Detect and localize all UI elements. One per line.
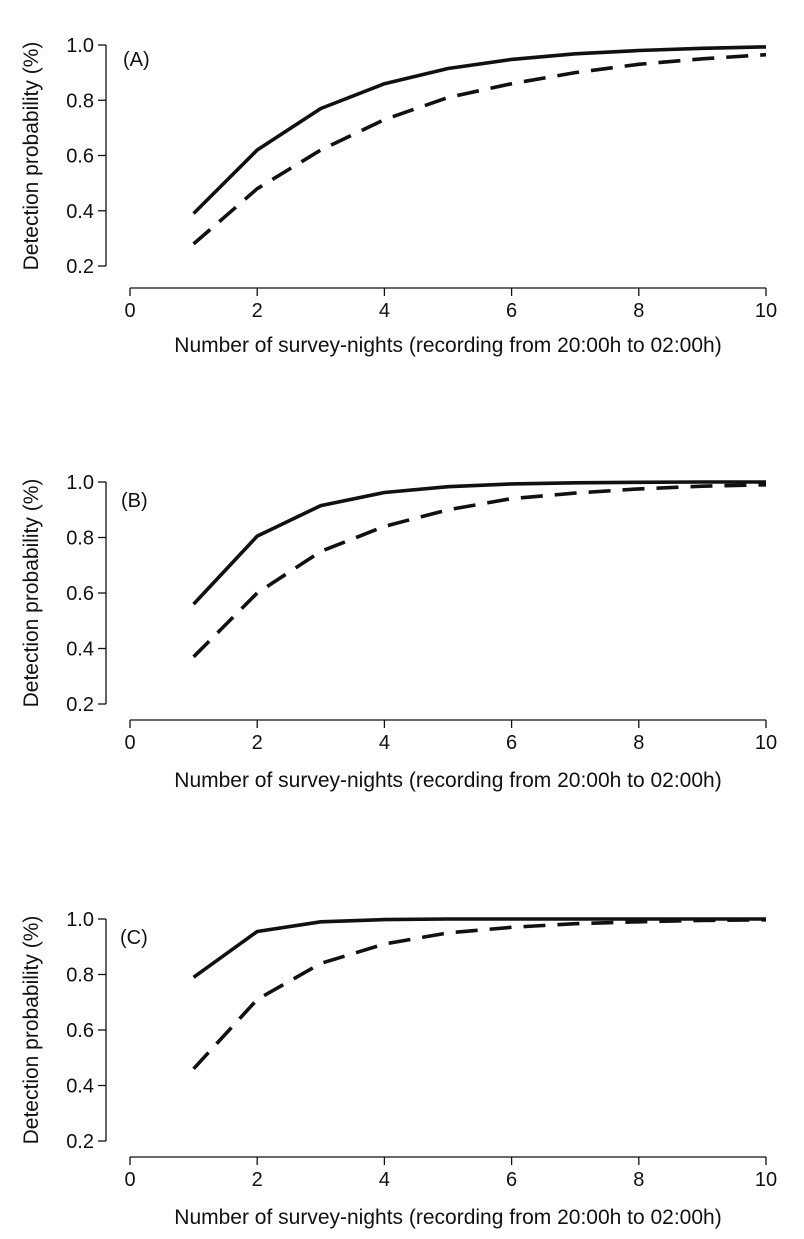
- y-tick-label: 0.4: [66, 1076, 94, 1098]
- dashed-series-line: [192, 52, 767, 246]
- solid-series-line: [192, 917, 766, 979]
- x-tick-label: 4: [379, 300, 390, 322]
- x-tick-label: 4: [379, 1169, 390, 1191]
- y-axis-title: Detection probability (%): [20, 42, 43, 271]
- x-tick-label: 10: [755, 732, 777, 754]
- y-tick-label: 0.8: [66, 965, 94, 987]
- x-tick-label: 10: [755, 1169, 777, 1191]
- y-tick-label: 1.0: [66, 35, 94, 57]
- panel-label: (C): [120, 927, 148, 949]
- x-tick-label: 0: [124, 300, 135, 322]
- x-tick-label: 0: [124, 1169, 135, 1191]
- solid-series-line: [192, 480, 766, 606]
- panel-label: (A): [123, 49, 150, 71]
- y-tick-label: 0.6: [66, 146, 94, 168]
- dashed-series-line: [192, 918, 767, 1071]
- y-tick-label: 0.2: [66, 694, 94, 716]
- y-tick-label: 0.4: [66, 639, 94, 661]
- chart-panel: 0.2 0.4 0.6 0.8 1.0 0 2 4 6 8 10 Number of survey-n…: [20, 35, 777, 357]
- x-tick-label: 2: [252, 1169, 263, 1191]
- chart-panel: 0.2 0.4 0.6 0.8 1.0 0 2 4 6 8 10 Number of survey-n…: [20, 909, 777, 1229]
- x-tick-label: 6: [506, 1169, 517, 1191]
- x-tick-label: 4: [379, 732, 390, 754]
- x-tick-label: 2: [252, 732, 263, 754]
- x-tick-label: 0: [124, 732, 135, 754]
- x-axis-title: Number of survey-nights (recording from …: [174, 334, 721, 357]
- solid-series-line: [192, 45, 767, 215]
- x-tick-label: 8: [633, 732, 644, 754]
- y-tick-label: 1.0: [66, 909, 94, 931]
- y-tick-label: 0.2: [66, 256, 94, 278]
- y-tick-label: 0.4: [66, 201, 94, 223]
- x-tick-label: 8: [633, 300, 644, 322]
- y-tick-label: 0.2: [66, 1131, 94, 1153]
- y-tick-label: 0.8: [66, 90, 94, 112]
- x-tick-label: 6: [506, 300, 517, 322]
- x-tick-label: 6: [506, 732, 517, 754]
- panel-label: (B): [121, 490, 148, 512]
- chart-panel: 0.2 0.4 0.6 0.8 1.0 0 2 4 6 8 10 Number of survey-n…: [20, 472, 777, 792]
- y-tick-label: 0.8: [66, 528, 94, 550]
- x-tick-label: 2: [252, 300, 263, 322]
- x-axis-title: Number of survey-nights (recording from …: [174, 1206, 721, 1229]
- y-tick-label: 1.0: [66, 472, 94, 494]
- y-tick-label: 0.6: [66, 1020, 94, 1042]
- x-tick-label: 10: [755, 300, 777, 322]
- y-tick-label: 0.6: [66, 583, 94, 605]
- y-axis-title: Detection probability (%): [20, 916, 43, 1145]
- x-axis-title: Number of survey-nights (recording from …: [174, 769, 721, 792]
- dashed-series-line: [192, 483, 767, 659]
- y-axis-title: Detection probability (%): [20, 479, 43, 708]
- x-tick-label: 8: [633, 1169, 644, 1191]
